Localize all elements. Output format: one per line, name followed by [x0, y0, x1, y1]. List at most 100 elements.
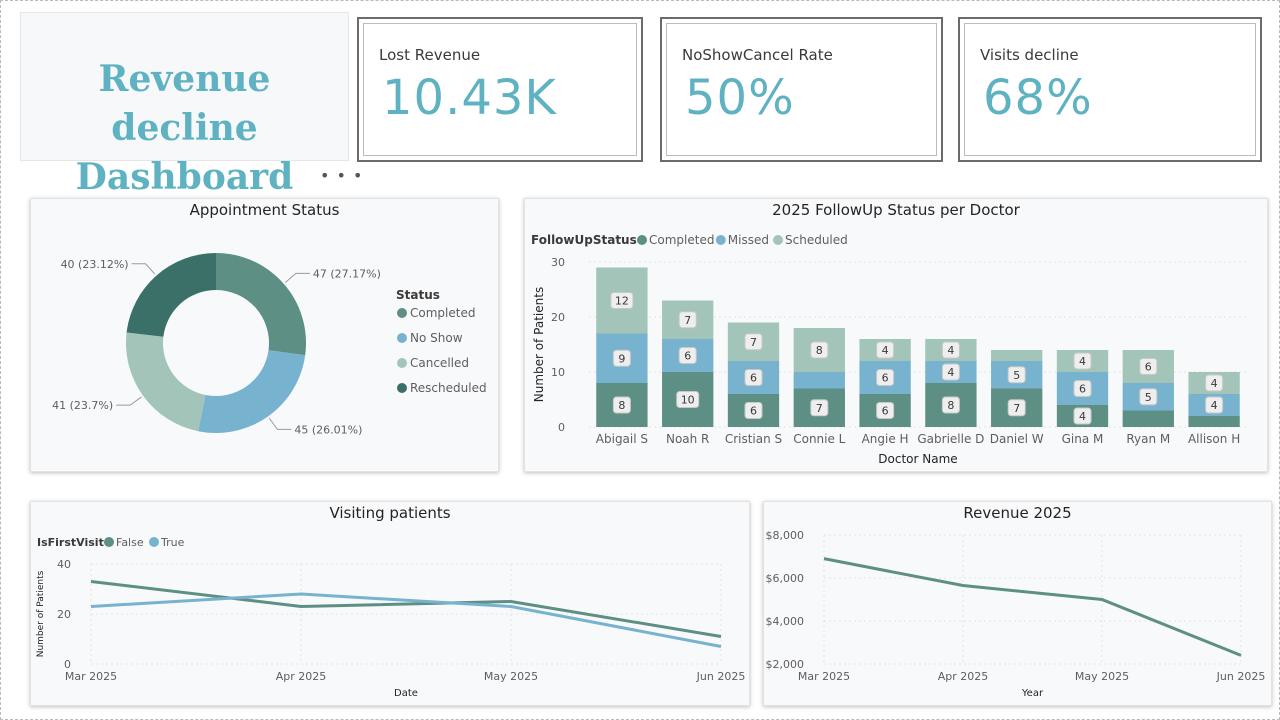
data-label-background — [1073, 407, 1092, 425]
data-label-background — [678, 311, 697, 329]
y-tick-label: 40 — [57, 558, 71, 571]
chart-title: Appointment Status — [189, 201, 340, 219]
data-label: 8 — [947, 399, 954, 412]
data-label-background — [941, 396, 960, 414]
x-axis-label: Date — [394, 688, 418, 699]
kpi-card-noshow-cancel-rate: NoShowCancel Rate 50% — [660, 17, 943, 162]
data-label: 4 — [1211, 377, 1218, 390]
data-label: 5 — [1013, 369, 1020, 382]
appointment-status-card[interactable]: Appointment Status 47 (27.17%) 45 (26.01%… — [30, 198, 499, 472]
x-tick-label: Connie L — [793, 432, 845, 446]
followup-status-chart: FollowUpStatus Completed Missed Scheduled 0 1… — [531, 233, 1247, 466]
legend-title: IsFirstVisit — [37, 536, 104, 549]
data-label: 6 — [750, 372, 757, 385]
data-label-background — [612, 396, 631, 414]
legend-label: False — [116, 536, 144, 549]
appointment-status-chart: 47 (27.17%) 45 (26.01%) 41 (23.7%) 40 (23.1… — [52, 253, 487, 436]
y-tick-label: $4,000 — [766, 615, 805, 628]
data-label: 6 — [882, 405, 889, 418]
data-label-background — [876, 402, 895, 419]
data-label-background — [941, 363, 960, 381]
legend-marker — [715, 235, 726, 245]
x-tick-label: Mar 2025 — [65, 670, 117, 683]
y-tick-label: 20 — [551, 311, 565, 324]
data-label: 6 — [1145, 361, 1152, 374]
donut-data-label: 41 (23.7%) — [52, 399, 113, 412]
series-line-revenue — [823, 557, 1242, 657]
x-tick-label: Apr 2025 — [938, 670, 989, 683]
kpi-label: Visits decline — [980, 46, 1079, 64]
data-label-background — [1205, 396, 1224, 414]
data-label: 12 — [615, 295, 629, 308]
data-label: 4 — [882, 344, 889, 357]
data-label-background — [1073, 380, 1092, 397]
data-label: 9 — [618, 352, 625, 365]
donut-slice-rescheduled — [126, 253, 216, 337]
data-label-background — [810, 399, 829, 417]
visiting-patients-card[interactable]: Visiting patients IsFirstVisit False True M… — [30, 501, 750, 706]
data-label-background — [744, 402, 763, 419]
dashboard-title-line-1: Revenue decline — [98, 58, 271, 149]
data-label: 4 — [1079, 355, 1086, 368]
x-tick-label: May 2025 — [484, 670, 538, 683]
kpi-value: 68% — [983, 70, 1093, 126]
donut-data-label: 47 (27.17%) — [313, 267, 381, 280]
legend-label: Rescheduled — [410, 381, 487, 395]
legend-marker — [773, 235, 783, 245]
chart-title: Revenue 2025 — [963, 504, 1072, 522]
data-label: 6 — [684, 350, 691, 363]
legend-label: Scheduled — [785, 233, 848, 247]
kpi-card-visits-decline: Visits decline 68% — [958, 17, 1262, 162]
data-label: 4 — [1079, 410, 1086, 423]
legend-label: Cancelled — [410, 356, 469, 370]
dashboard-title-card: Revenue decline Dashboard — [20, 12, 349, 198]
data-label: 7 — [684, 314, 691, 327]
donut-data-label: 45 (26.01%) — [294, 423, 362, 436]
x-axis-label: Year — [1021, 688, 1044, 699]
legend-title: Status — [396, 288, 440, 302]
legend-marker — [637, 235, 647, 245]
bar-segment-completed — [1122, 410, 1174, 427]
data-label: 10 — [681, 394, 695, 407]
followup-status-card[interactable]: 2025 FollowUp Status per Doctor FollowUp… — [524, 198, 1268, 472]
bar-segment-completed — [1188, 416, 1240, 427]
dashboard-title: Revenue decline Dashboard — [21, 55, 348, 202]
data-label: 7 — [1013, 402, 1020, 415]
data-label-background — [876, 369, 895, 386]
kpi-value: 50% — [685, 70, 795, 126]
dashboard-title-line-2: Dashboard — [75, 156, 294, 198]
chart-title: 2025 FollowUp Status per Doctor — [772, 201, 1020, 219]
y-tick-label: $8,000 — [766, 529, 805, 542]
data-label-background — [1073, 352, 1092, 370]
data-label: 4 — [1211, 399, 1218, 412]
x-tick-label: May 2025 — [1075, 670, 1129, 683]
revenue-2025-card[interactable]: Revenue 2025 Mar 2025 Apr 2025 May 2025 Jun… — [763, 501, 1272, 706]
data-label-background — [744, 333, 763, 351]
legend-title: FollowUpStatus — [531, 233, 637, 247]
y-axis-label: Number of Patients — [532, 287, 546, 402]
data-label: 8 — [816, 344, 823, 357]
data-label: 8 — [618, 399, 625, 412]
bar-segment-missed — [793, 372, 845, 389]
donut-data-label: 40 (23.12%) — [61, 258, 129, 271]
legend-label: True — [160, 536, 185, 549]
donut-leader-line — [268, 417, 292, 430]
data-label-background — [678, 347, 697, 364]
visiting-patients-chart: IsFirstVisit False True Mar 2025 Apr 2025 May… — [36, 536, 746, 699]
data-label: 4 — [947, 344, 954, 357]
donut-slice-no-show — [198, 350, 306, 433]
x-tick-label: Gabrielle D — [917, 432, 984, 446]
y-tick-label: 10 — [551, 366, 565, 379]
legend-marker — [397, 358, 407, 368]
x-tick-label: Apr 2025 — [276, 670, 327, 683]
data-label: 4 — [947, 366, 954, 379]
legend-marker — [149, 537, 159, 547]
x-tick-label: Jun 2025 — [696, 670, 746, 683]
data-label-background — [612, 349, 631, 367]
data-label-background — [1139, 358, 1158, 375]
data-label-background — [941, 341, 960, 359]
legend-label: Completed — [649, 233, 714, 247]
data-label: 7 — [816, 402, 823, 415]
x-tick-label: Mar 2025 — [798, 670, 850, 683]
more-options-icon[interactable]: • • • — [320, 166, 364, 185]
